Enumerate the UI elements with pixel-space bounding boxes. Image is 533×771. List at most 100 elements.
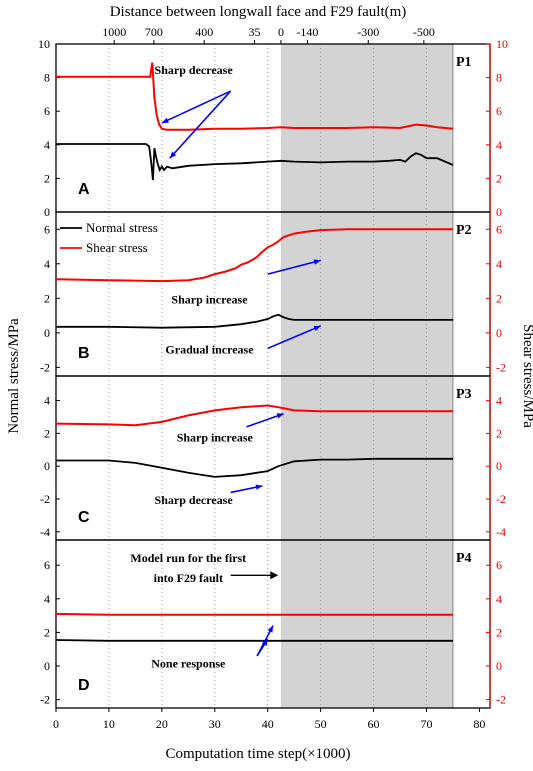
annotation-text: Sharp decrease: [155, 493, 234, 507]
panel-label: D: [78, 677, 90, 694]
shear-stress-line: [55, 404, 453, 427]
y-tick-label-right: 0: [496, 326, 502, 340]
top-tick-label: 400: [195, 25, 213, 39]
y-tick-label-left: 8: [44, 71, 50, 85]
x-tick-label: 80: [473, 717, 485, 731]
panel-label: A: [78, 181, 90, 198]
top-tick-label: 0: [278, 25, 284, 39]
panel-tag: P1: [456, 55, 472, 70]
annotation-text: Sharp decrease: [155, 63, 234, 77]
y-tick-label-left: 2: [44, 291, 50, 305]
y-tick-label-right: 6: [496, 558, 502, 572]
shear-stress-line: [55, 228, 453, 283]
annotation-arrow-head: [267, 625, 273, 633]
y-tick-label-right: 2: [496, 426, 502, 440]
y-tick-label-left: 4: [44, 394, 50, 408]
y-tick-label-left: 0: [44, 659, 50, 673]
y-tick-label-left: 0: [44, 205, 50, 219]
x-tick-label: 20: [156, 717, 168, 731]
x-axis-title: Computation time step(×1000): [165, 746, 350, 762]
top-axis-title: Distance between longwall face and F29 f…: [110, 4, 407, 20]
annotation-arrow: [161, 90, 231, 124]
y-tick-label-right: 6: [496, 222, 502, 236]
annotation-text: Sharp increase: [171, 292, 248, 306]
normal-stress-line: [56, 143, 454, 181]
top-tick-label: -500: [413, 25, 435, 39]
y-tick-label-right: 4: [496, 394, 502, 408]
y-tick-label-left: -2: [40, 360, 50, 374]
y-tick-label-right: 4: [496, 138, 502, 152]
y-tick-label-left: -2: [40, 693, 50, 707]
x-tick-label: 40: [262, 717, 274, 731]
normal-stress-line: [55, 639, 453, 642]
y-tick-label-left: 6: [44, 558, 50, 572]
top-tick-label: 35: [248, 25, 260, 39]
x-tick-label: 50: [315, 717, 327, 731]
top-tick-label: 700: [145, 25, 163, 39]
y-tick-label-right: 2: [496, 291, 502, 305]
shear-stress-line: [56, 62, 454, 131]
panel-tag: P3: [456, 387, 472, 402]
x-tick-label: 0: [53, 717, 59, 731]
annotation-text: Gradual increase: [165, 343, 254, 357]
model-run-arrow-head: [270, 571, 279, 580]
annotation-arrow-head: [261, 639, 268, 647]
y-tick-label-right: -2: [496, 492, 506, 506]
y-tick-label-right: -4: [496, 525, 506, 539]
annotation-arrow-head: [255, 484, 263, 490]
x-tick-label: 60: [368, 717, 380, 731]
x-tick-label: 30: [209, 717, 221, 731]
y-tick-label-left: 6: [44, 104, 50, 118]
y-tick-label-left: -2: [40, 492, 50, 506]
y-tick-label-right: 8: [496, 71, 502, 85]
y-tick-label-right: 10: [496, 37, 508, 51]
y-tick-label-left: 2: [44, 171, 50, 185]
y-axis-title-left: Normal stress/MPa: [6, 318, 22, 434]
y-tick-label-left: 4: [44, 138, 50, 152]
top-tick-label: -300: [357, 25, 379, 39]
annotation-arrow-head: [161, 117, 169, 123]
y-tick-label-right: 2: [496, 625, 502, 639]
y-tick-label-right: 4: [496, 257, 502, 271]
annotation-arrow-head: [169, 151, 177, 159]
y-tick-label-right: -2: [496, 693, 506, 707]
annotation-arrow: [169, 90, 232, 159]
y-tick-label-left: 2: [44, 625, 50, 639]
y-tick-label-left: 10: [38, 37, 50, 51]
y-tick-label-left: 0: [44, 459, 50, 473]
annotation-arrow: [246, 412, 284, 428]
panel-tag: P4: [456, 551, 472, 566]
annotation-text: None response: [151, 657, 226, 671]
panel-tag: P2: [456, 223, 472, 238]
x-tick-label: 70: [420, 717, 432, 731]
y-axis-title-right: Shear stress/MPa: [520, 324, 533, 428]
y-tick-label-left: 6: [44, 222, 50, 236]
panel-label: B: [78, 345, 90, 362]
panel-label: C: [78, 509, 90, 526]
y-tick-label-left: 0: [44, 326, 50, 340]
x-tick-label: 10: [103, 717, 115, 731]
annotation-arrow-head: [313, 259, 321, 265]
shear-stress-line: [55, 612, 453, 616]
annotation-text: Model run for the first: [130, 551, 246, 565]
y-tick-label-left: 4: [44, 257, 50, 271]
annotation-arrow: [267, 325, 321, 350]
annotation-text: Sharp increase: [177, 431, 254, 445]
y-tick-label-right: 2: [496, 171, 502, 185]
annotation-arrow-head: [313, 325, 321, 331]
y-tick-label-right: 0: [496, 459, 502, 473]
top-tick-label: 1000: [102, 25, 126, 39]
y-tick-label-right: 6: [496, 104, 502, 118]
legend-shear-label: Shear stress: [86, 240, 148, 255]
y-tick-label-right: -2: [496, 360, 506, 374]
annotation-text: into F29 fault: [154, 571, 223, 585]
y-tick-label-left: -4: [40, 525, 50, 539]
legend-normal-label: Normal stress: [86, 220, 158, 235]
y-tick-label-right: 4: [496, 592, 502, 606]
annotation-arrow-head: [276, 413, 284, 419]
y-tick-label-right: 0: [496, 205, 502, 219]
top-tick-label: -140: [296, 25, 318, 39]
normal-stress-line: [56, 313, 453, 329]
